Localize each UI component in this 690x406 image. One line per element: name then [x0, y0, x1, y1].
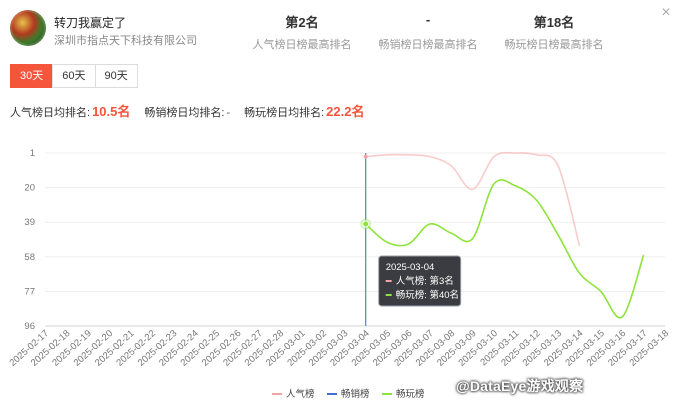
y-tick-label: 58 — [24, 252, 35, 263]
range-tabs: 30天 60天 90天 — [10, 64, 138, 88]
game-title: 转刀我赢定了 — [54, 16, 127, 30]
avg-bestseller: 畅销榜日均排名: - — [144, 104, 230, 120]
avg-popularity-value: 10.5名 — [92, 104, 131, 119]
tab-30-days[interactable]: 30天 — [10, 64, 54, 88]
game-company: 深圳市指点天下科技有限公司 — [54, 35, 197, 47]
stat-bestseller: - 畅销榜日榜最高排名 — [363, 12, 493, 52]
tooltip-date: 2025-03-04 — [386, 262, 435, 273]
stat-popularity-label: 人气榜日榜最高排名 — [252, 39, 352, 51]
avg-bestseller-value: - — [226, 107, 231, 119]
y-tick-label: 39 — [24, 217, 35, 228]
avg-playtime: 畅玩榜日均排名: 22.2名 — [244, 101, 364, 120]
tab-90-days[interactable]: 90天 — [94, 64, 138, 88]
watermark: @DataEye游戏观察 — [456, 378, 584, 394]
stat-playtime: 第18名 畅玩榜日榜最高排名 — [489, 12, 619, 52]
stat-bestseller-label: 畅销榜日榜最高排名 — [378, 39, 478, 51]
avg-popularity: 人气榜日均排名: 10.5名 — [10, 101, 130, 120]
tooltip-line: 畅玩榜: 第40名 — [396, 289, 459, 301]
game-logo — [10, 10, 46, 46]
avg-playtime-label: 畅玩榜日均排名: — [244, 107, 325, 119]
avg-playtime-value: 22.2名 — [326, 104, 365, 119]
tooltip-box — [378, 255, 462, 307]
series-line-0 — [365, 151, 581, 247]
legend-label: 畅玩榜 — [396, 388, 425, 400]
stat-playtime-label: 畅玩榜日榜最高排名 — [504, 39, 604, 51]
close-icon[interactable]: × — [661, 4, 671, 21]
stat-popularity-value: 第2名 — [285, 15, 319, 30]
stat-bestseller-value: - — [425, 12, 431, 27]
legend-label: 人气榜 — [286, 388, 315, 400]
stat-playtime-value: 第18名 — [533, 15, 575, 30]
average-rank-row: 人气榜日均排名: 10.5名 畅销榜日均排名: - 畅玩榜日均排名: 22.2名 — [10, 101, 378, 120]
stat-popularity: 第2名 人气榜日榜最高排名 — [237, 12, 367, 52]
y-tick-label: 77 — [24, 286, 35, 297]
legend-label: 畅销榜 — [341, 388, 370, 400]
hover-point — [362, 220, 370, 228]
hover-point — [363, 154, 368, 159]
y-tick-label: 20 — [24, 183, 35, 194]
avg-popularity-label: 人气榜日均排名: — [10, 107, 91, 119]
y-tick-label: 1 — [30, 148, 35, 159]
rank-trend-chart[interactable]: 120395877962025-02-172025-02-182025-02-1… — [0, 140, 690, 406]
avg-bestseller-label: 畅销榜日均排名: — [144, 107, 225, 119]
tab-60-days[interactable]: 60天 — [52, 64, 96, 88]
tooltip-line: 人气榜: 第3名 — [396, 275, 454, 287]
y-tick-label: 96 — [24, 321, 35, 332]
series-line-2 — [365, 179, 645, 319]
